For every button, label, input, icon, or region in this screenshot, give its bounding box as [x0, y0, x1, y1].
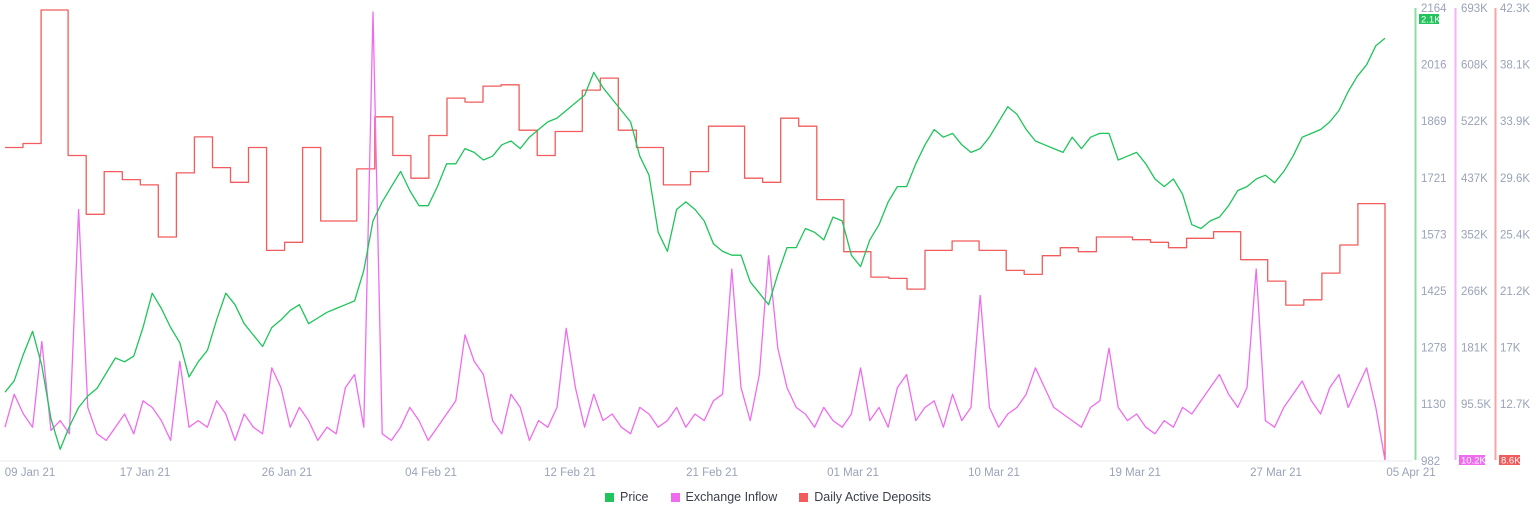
deposits-axis-tick: 29.6K [1500, 173, 1530, 185]
price-axis-tick: 2164 [1421, 3, 1447, 15]
legend-item-daily-active-deposits[interactable]: Daily Active Deposits [799, 490, 931, 504]
legend-item-price[interactable]: Price [605, 490, 649, 504]
legend-item-exchange-inflow[interactable]: Exchange Inflow [670, 490, 778, 504]
deposits-axis-tick: 12.7K [1500, 399, 1530, 411]
x-tick-label: 09 Jan 21 [5, 467, 56, 479]
inflow-axis-tick: 352K [1461, 229, 1488, 241]
chart-legend: Price Exchange Inflow Daily Active Depos… [0, 490, 1536, 504]
price-line[interactable] [4, 37, 1386, 450]
daily-active-deposits-swatch-icon [799, 492, 809, 502]
x-tick-label: 01 Mar 21 [827, 467, 879, 479]
legend-label: Exchange Inflow [685, 490, 778, 504]
x-tick-label: 17 Jan 21 [120, 467, 171, 479]
x-tick-label: 12 Feb 21 [544, 467, 596, 479]
badge-label: 8.6K [1501, 456, 1521, 467]
x-tick-label: 26 Jan 21 [262, 467, 313, 479]
x-tick-label: 10 Mar 21 [968, 467, 1020, 479]
x-axis-ticks: 09 Jan 21 17 Jan 21 26 Jan 21 04 Feb 21 12 F… [5, 467, 1436, 479]
price-swatch-icon [605, 492, 615, 502]
y-axis-ticks: 2164 2016 1869 1721 1573 1425 1278 1130 982 693K 6… [1421, 3, 1530, 468]
price-axis-tick: 1869 [1421, 116, 1447, 128]
daily-active-deposits-value-badge [1499, 455, 1520, 465]
deposits-axis-tick: 33.9K [1500, 116, 1530, 128]
daily-active-deposits-line[interactable] [5, 9, 1386, 460]
badge-label: 2.1K [1421, 15, 1441, 26]
inflow-axis-tick: 181K [1461, 343, 1488, 355]
inflow-axis-tick: 522K [1461, 116, 1488, 128]
x-tick-label: 19 Mar 21 [1109, 467, 1161, 479]
legend-label: Price [620, 490, 649, 504]
deposits-axis-tick: 25.4K [1500, 229, 1530, 241]
price-axis-tick: 1130 [1421, 399, 1446, 411]
exchange-inflow-line[interactable] [4, 11, 1386, 461]
deposits-axis-tick: 42.3K [1500, 3, 1530, 15]
price-axis-tick: 1721 [1421, 173, 1447, 185]
inflow-axis-tick: 437K [1461, 173, 1488, 185]
price-axis-tick: 1425 [1421, 286, 1447, 298]
badge-label: 10.2K [1461, 456, 1486, 467]
price-axis-tick: 1573 [1421, 229, 1447, 241]
inflow-axis-tick: 608K [1461, 60, 1488, 72]
x-tick-label: 21 Feb 21 [686, 467, 738, 479]
price-axis-tick: 982 [1421, 456, 1440, 468]
current-value-badges: 2.1K 10.2K 8.6K [1419, 14, 1521, 467]
x-tick-label: 27 Mar 21 [1250, 467, 1302, 479]
deposits-axis-tick: 38.1K [1500, 60, 1530, 72]
inflow-axis-tick: 266K [1461, 286, 1488, 298]
inflow-axis-tick: 95.5K [1461, 399, 1491, 411]
x-tick-label: 04 Feb 21 [405, 467, 457, 479]
legend-label: Daily Active Deposits [814, 490, 931, 504]
deposits-axis-tick: 21.2K [1500, 286, 1530, 298]
plot-area[interactable] [4, 9, 1386, 461]
x-tick-label: 05 Apr 21 [1386, 467, 1435, 479]
deposits-axis-tick: 17K [1500, 343, 1521, 355]
exchange-inflow-value-badge [1459, 455, 1485, 465]
price-axis-tick: 2016 [1421, 60, 1447, 72]
inflow-axis-tick: 693K [1461, 3, 1488, 15]
price-axis-tick: 1278 [1421, 343, 1447, 355]
exchange-inflow-swatch-icon [670, 492, 680, 502]
price-value-badge [1419, 14, 1439, 24]
